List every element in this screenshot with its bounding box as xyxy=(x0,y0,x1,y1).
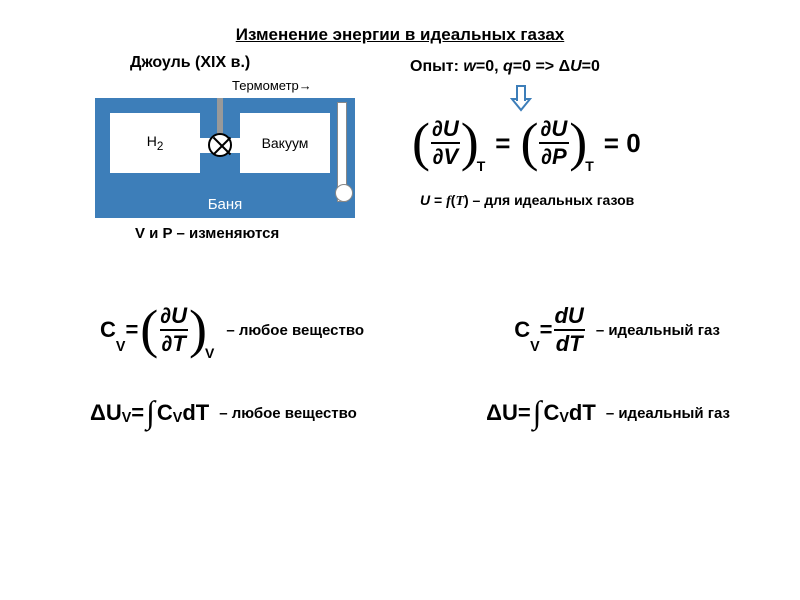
delta-uv-integral: ΔUV = ∫ CVdT xyxy=(90,400,209,426)
joule-apparatus: H2 Вакуум Баня xyxy=(95,98,355,218)
h2-label: H2 xyxy=(147,133,164,153)
experiment-text: Опыт: w=0, q=0 => ΔU=0 xyxy=(410,58,600,76)
delta-u-integral: Δ U = ∫ CVdT xyxy=(486,400,596,426)
bath-label: Баня xyxy=(95,196,355,213)
valve-stem xyxy=(217,98,223,136)
thermometer-label: Термометр→ xyxy=(232,78,312,93)
chamber-right: Вакуум xyxy=(240,113,330,173)
ideal-gas-label-2: – идеальный газ xyxy=(606,405,730,422)
partial-derivative-equation: ( ∂U ∂V ) T = ( ∂U ∂P ) T = 0 xyxy=(410,118,649,168)
thermometer-icon xyxy=(337,102,347,202)
joule-label: Джоуль (XIX в.) xyxy=(130,54,250,72)
delta-u-row: ΔUV = ∫ CVdT – любое вещество Δ U = ∫ CV… xyxy=(90,400,730,426)
arrow-down-icon xyxy=(508,84,534,112)
valve-icon xyxy=(208,133,232,157)
u-function-of-t: U = f(T) – для идеальных газов xyxy=(420,192,634,210)
slide-title: Изменение энергии в идеальных газах xyxy=(0,25,800,45)
chamber-left: H2 xyxy=(110,113,200,173)
cv-definitions-row: CV = ( ∂U ∂T ) V – любое вещество CV = d… xyxy=(100,305,720,355)
vp-change-label: V и P – изменяются xyxy=(135,225,279,242)
any-substance-label-1: – любое вещество xyxy=(226,322,364,339)
cv-partial-formula: CV = ( ∂U ∂T ) V xyxy=(100,305,216,355)
any-substance-label-2: – любое вещество xyxy=(219,405,357,422)
ideal-gas-label-1: – идеальный газ xyxy=(596,322,720,339)
cv-total-formula: CV = dU dT xyxy=(514,305,586,355)
